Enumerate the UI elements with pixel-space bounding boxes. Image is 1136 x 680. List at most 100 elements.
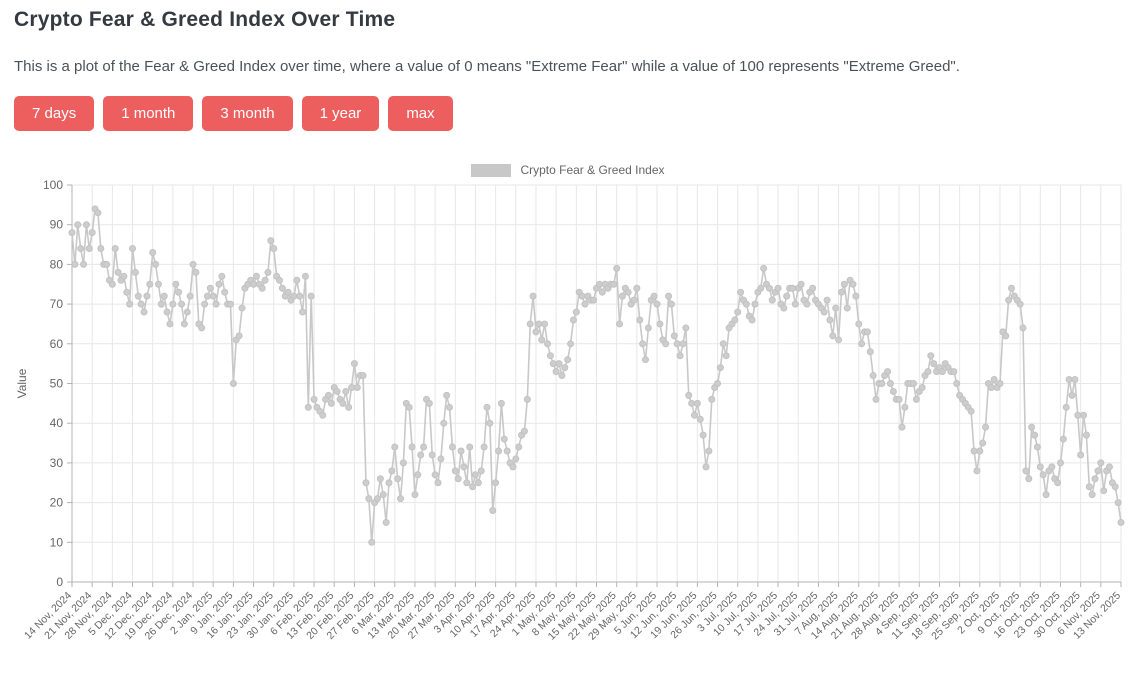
data-point-marker xyxy=(1042,491,1050,499)
data-point-marker xyxy=(368,538,376,546)
data-point-marker xyxy=(595,280,603,288)
data-point-marker xyxy=(872,395,880,403)
data-point-marker xyxy=(1068,391,1076,399)
data-point-marker xyxy=(463,479,471,487)
data-point-marker xyxy=(304,403,312,411)
data-point-marker xyxy=(633,284,641,292)
data-point-marker xyxy=(229,380,237,387)
data-point-marker xyxy=(258,284,266,292)
data-point-marker xyxy=(175,288,183,296)
data-point-marker xyxy=(293,276,301,284)
data-point-marker xyxy=(120,272,128,280)
data-point-marker xyxy=(610,280,618,288)
data-point-marker xyxy=(569,316,577,324)
data-point-marker xyxy=(1085,483,1093,491)
data-point-marker xyxy=(630,296,638,304)
data-point-marker xyxy=(578,292,586,300)
data-point-marker xyxy=(731,316,739,324)
data-point-marker xyxy=(809,284,817,292)
data-point-marker xyxy=(895,395,903,403)
range-button-1-year[interactable]: 1 year xyxy=(301,96,380,131)
range-button-1-month[interactable]: 1 month xyxy=(103,96,194,131)
data-point-marker xyxy=(953,380,961,387)
data-point-marker xyxy=(474,479,482,487)
data-point-marker xyxy=(198,324,206,332)
data-point-marker xyxy=(443,391,451,399)
data-point-marker xyxy=(94,209,102,217)
data-point-marker xyxy=(221,288,229,296)
data-point-marker xyxy=(186,292,194,300)
data-point-marker xyxy=(823,296,831,304)
data-point-marker xyxy=(495,447,503,455)
data-point-marker xyxy=(644,324,652,332)
legend-label: Crypto Fear & Greed Index xyxy=(520,163,665,177)
data-point-marker xyxy=(765,284,773,292)
data-point-marker xyxy=(362,479,370,487)
data-point-marker xyxy=(1105,463,1113,471)
data-point-marker xyxy=(146,280,154,288)
data-point-marker xyxy=(379,491,387,499)
data-point-marker xyxy=(1028,423,1036,431)
data-point-marker xyxy=(296,292,304,300)
data-point-marker xyxy=(497,399,505,407)
data-point-marker xyxy=(1054,479,1062,487)
data-point-marker xyxy=(705,447,713,455)
data-point-marker xyxy=(1094,467,1102,475)
data-point-marker xyxy=(227,300,234,308)
data-point-marker xyxy=(71,260,79,268)
data-point-marker xyxy=(546,352,554,360)
data-point-marker xyxy=(979,439,987,447)
data-point-marker xyxy=(114,268,122,276)
data-point-marker xyxy=(702,463,710,471)
data-point-marker xyxy=(74,221,82,229)
data-point-marker xyxy=(690,411,698,419)
data-point-marker xyxy=(990,376,998,384)
data-point-marker xyxy=(218,272,226,280)
data-point-marker xyxy=(639,340,647,348)
data-point-marker xyxy=(391,443,399,451)
data-point-marker xyxy=(143,292,151,300)
data-point-marker xyxy=(385,479,393,487)
data-point-marker xyxy=(564,356,572,364)
data-point-marker xyxy=(866,348,874,356)
data-point-marker xyxy=(1111,483,1119,491)
data-point-marker xyxy=(466,443,474,451)
data-point-marker xyxy=(417,451,425,459)
data-point-marker xyxy=(1117,518,1125,526)
data-point-marker xyxy=(673,340,681,348)
data-point-marker xyxy=(301,272,309,280)
data-point-marker xyxy=(541,320,549,328)
data-point-marker xyxy=(348,383,356,391)
range-button-3-month[interactable]: 3 month xyxy=(202,96,293,131)
data-point-marker xyxy=(737,288,745,296)
data-point-marker xyxy=(97,245,105,253)
range-button-max[interactable]: max xyxy=(388,96,453,131)
y-tick-label: 60 xyxy=(50,337,64,351)
data-point-marker xyxy=(486,419,494,427)
data-point-marker xyxy=(339,399,347,407)
data-point-marker xyxy=(414,471,422,479)
data-point-marker xyxy=(515,443,523,451)
data-point-marker xyxy=(918,383,926,391)
data-point-marker xyxy=(500,435,508,443)
data-point-marker xyxy=(477,467,485,475)
data-point-marker xyxy=(901,403,909,411)
data-point-marker xyxy=(166,320,174,328)
data-point-marker xyxy=(85,245,93,253)
data-point-marker xyxy=(359,372,367,380)
data-point-marker xyxy=(460,463,468,471)
data-point-marker xyxy=(180,320,188,328)
data-point-marker xyxy=(552,368,560,376)
data-point-marker xyxy=(134,292,142,300)
data-point-marker xyxy=(454,475,462,483)
data-point-marker xyxy=(1059,435,1067,443)
data-point-marker xyxy=(835,336,843,344)
data-point-marker xyxy=(656,320,664,328)
data-point-marker xyxy=(440,419,448,427)
chart-legend[interactable]: Crypto Fear & Greed Index xyxy=(14,163,1122,177)
range-button-7-days[interactable]: 7 days xyxy=(14,96,95,131)
legend-swatch-icon xyxy=(471,163,512,177)
data-point-marker xyxy=(1091,475,1099,483)
data-point-marker xyxy=(399,459,407,467)
